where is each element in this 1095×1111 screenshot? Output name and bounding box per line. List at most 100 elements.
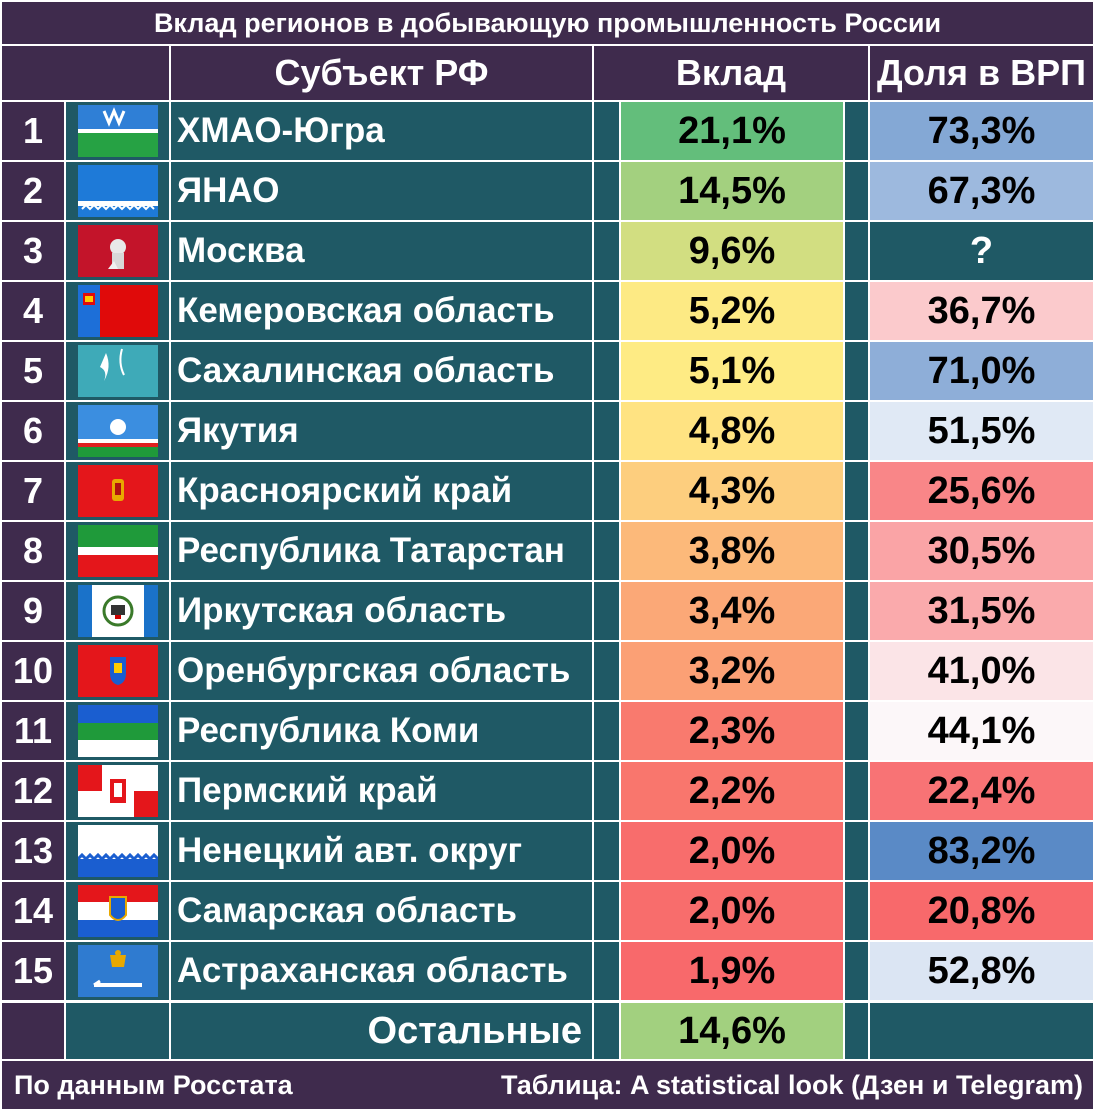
region-name: Пермский край (171, 762, 592, 820)
region-name: Оренбургская область (171, 642, 592, 700)
others-gap-right (845, 1003, 868, 1059)
flag-cell (66, 822, 169, 880)
contribution-value: 5,2% (621, 282, 843, 340)
contribution-value: 14,5% (621, 162, 843, 220)
komi-flag-icon (78, 705, 158, 757)
others-label: Остальные (171, 1003, 592, 1059)
region-name: Сахалинская область (171, 342, 592, 400)
region-name: Красноярский край (171, 462, 592, 520)
grp-share-value: 20,8% (870, 882, 1093, 940)
contribution-value: 3,4% (621, 582, 843, 640)
grp-share-value: 67,3% (870, 162, 1093, 220)
others-gap-left (594, 1003, 619, 1059)
gap-left (594, 102, 619, 160)
footer-source: По данным Росстата (2, 1061, 402, 1109)
rank-cell: 7 (2, 462, 64, 520)
flag-cell (66, 222, 169, 280)
gap-right (845, 222, 868, 280)
tatarstan-flag-icon (78, 525, 158, 577)
grp-share-value: 30,5% (870, 522, 1093, 580)
flag-cell (66, 102, 169, 160)
others-rank-cell (2, 1003, 64, 1059)
contribution-value: 3,8% (621, 522, 843, 580)
yanao-flag-icon (78, 165, 158, 217)
gap-left (594, 822, 619, 880)
nenets-flag-icon (78, 825, 158, 877)
region-name: Иркутская область (171, 582, 592, 640)
gap-right (845, 462, 868, 520)
gap-right (845, 522, 868, 580)
grp-share-value: 83,2% (870, 822, 1093, 880)
astrakhan-flag-icon (78, 945, 158, 997)
gap-left (594, 222, 619, 280)
rank-cell: 2 (2, 162, 64, 220)
gap-left (594, 642, 619, 700)
flag-cell (66, 462, 169, 520)
sakhalin-flag-icon (78, 345, 158, 397)
others-grp-share-cell (870, 1003, 1093, 1059)
rank-cell: 13 (2, 822, 64, 880)
region-name: ХМАО-Югра (171, 102, 592, 160)
contribution-value: 2,3% (621, 702, 843, 760)
rank-cell: 12 (2, 762, 64, 820)
contribution-value: 3,2% (621, 642, 843, 700)
flag-cell (66, 162, 169, 220)
rank-cell: 14 (2, 882, 64, 940)
krasnoyarsk-flag-icon (78, 465, 158, 517)
grp-share-value: 52,8% (870, 942, 1093, 1000)
perm-flag-icon (78, 765, 158, 817)
footer-credit: Таблица: A statistical look (Дзен и Tele… (402, 1061, 1093, 1109)
contribution-value: 4,3% (621, 462, 843, 520)
rank-cell: 4 (2, 282, 64, 340)
flag-cell (66, 402, 169, 460)
gap-left (594, 522, 619, 580)
moscow-flag-icon (78, 225, 158, 277)
flag-cell (66, 942, 169, 1000)
contribution-value: 1,9% (621, 942, 843, 1000)
flag-cell (66, 642, 169, 700)
gap-left (594, 882, 619, 940)
rank-cell: 8 (2, 522, 64, 580)
flag-cell (66, 282, 169, 340)
contribution-value: 21,1% (621, 102, 843, 160)
gap-right (845, 102, 868, 160)
contribution-value: 4,8% (621, 402, 843, 460)
region-name: Ненецкий авт. округ (171, 822, 592, 880)
grp-share-value: 25,6% (870, 462, 1093, 520)
samara-flag-icon (78, 885, 158, 937)
grp-share-value: 22,4% (870, 762, 1093, 820)
flag-cell (66, 342, 169, 400)
grp-share-value: 71,0% (870, 342, 1093, 400)
gap-right (845, 282, 868, 340)
gap-right (845, 822, 868, 880)
gap-left (594, 402, 619, 460)
grp-share-value: 41,0% (870, 642, 1093, 700)
grp-share-value: 44,1% (870, 702, 1093, 760)
header-contribution: Вклад (594, 46, 868, 100)
grp-share-value: 31,5% (870, 582, 1093, 640)
region-name: Москва (171, 222, 592, 280)
rank-cell: 10 (2, 642, 64, 700)
rank-cell: 15 (2, 942, 64, 1000)
region-name: Кемеровская область (171, 282, 592, 340)
rank-cell: 11 (2, 702, 64, 760)
header-blank (2, 46, 169, 100)
grp-share-value: ? (870, 222, 1093, 280)
flag-cell (66, 762, 169, 820)
gap-right (845, 882, 868, 940)
flag-cell (66, 702, 169, 760)
gap-left (594, 462, 619, 520)
gap-right (845, 162, 868, 220)
gap-right (845, 402, 868, 460)
rank-cell: 6 (2, 402, 64, 460)
gap-left (594, 282, 619, 340)
table-title: Вклад регионов в добывающую промышленнос… (2, 2, 1093, 44)
region-name: ЯНАО (171, 162, 592, 220)
gap-left (594, 702, 619, 760)
gap-right (845, 582, 868, 640)
grp-share-value: 51,5% (870, 402, 1093, 460)
contribution-value: 2,0% (621, 822, 843, 880)
khmao-flag-icon (78, 105, 158, 157)
rank-cell: 5 (2, 342, 64, 400)
gap-left (594, 342, 619, 400)
